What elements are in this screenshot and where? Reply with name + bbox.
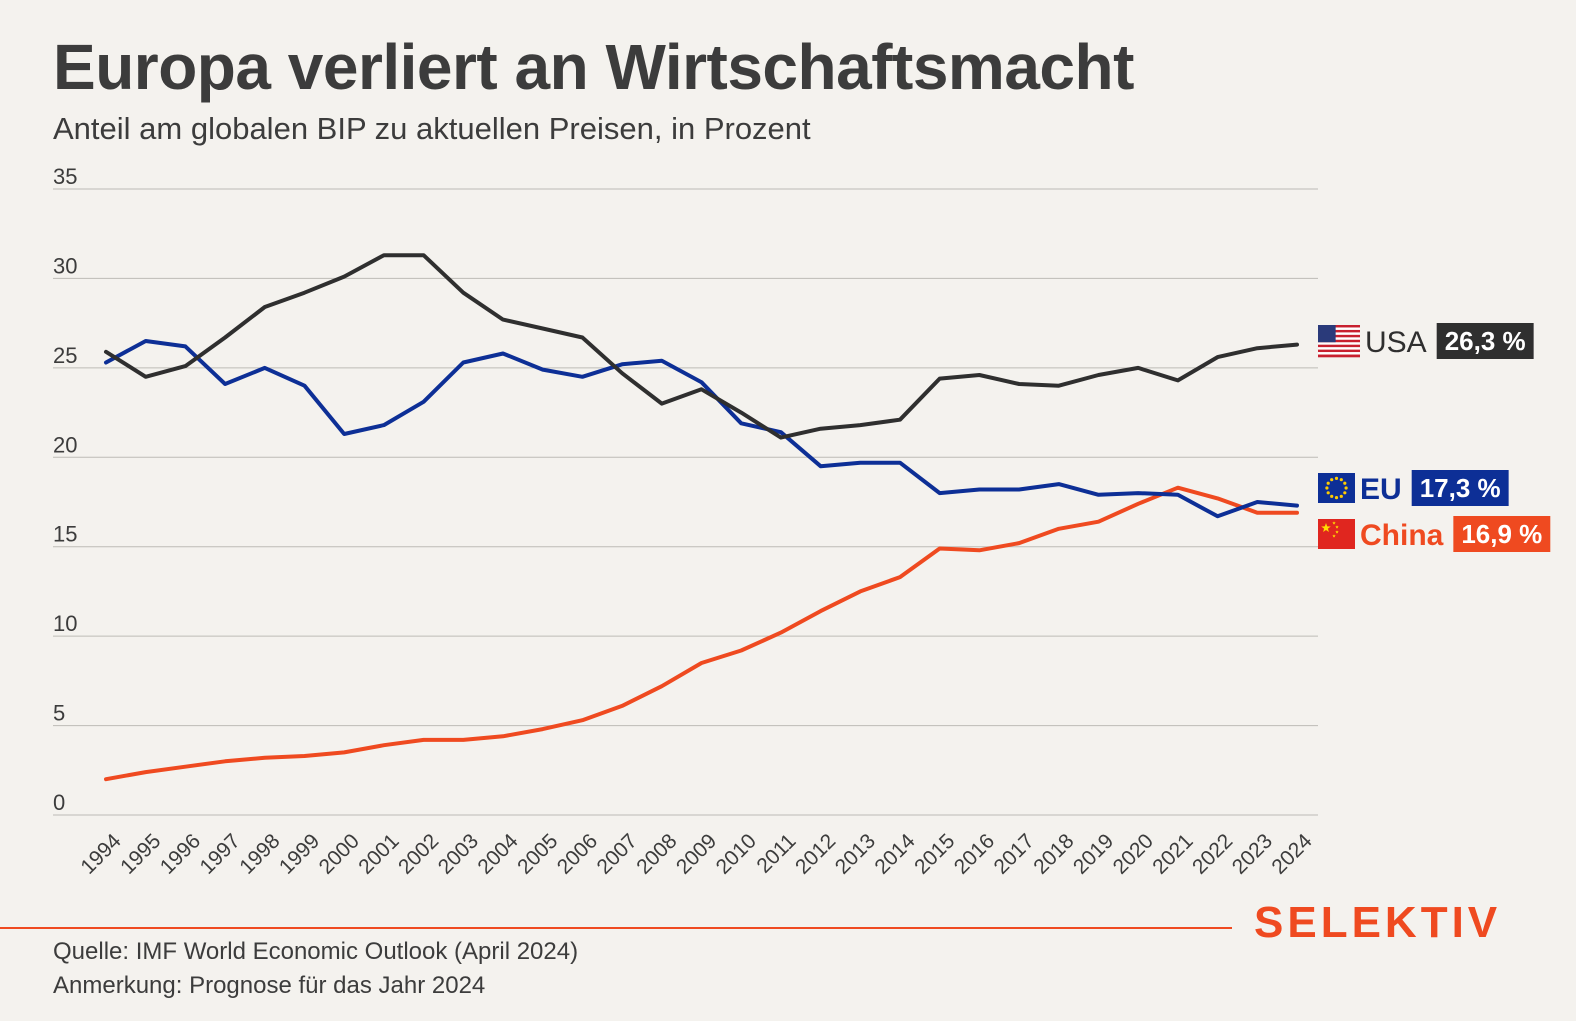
flag-field bbox=[1318, 519, 1355, 549]
y-tick-label: 25 bbox=[53, 343, 77, 368]
flag-star bbox=[1334, 496, 1339, 500]
selektiv-logo: SELEKTIV bbox=[1254, 898, 1502, 947]
x-tick-label: 1994 bbox=[76, 829, 126, 879]
flag-star bbox=[1344, 486, 1348, 490]
y-tick-label: 15 bbox=[53, 522, 77, 547]
y-tick-label: 20 bbox=[53, 432, 77, 457]
value-badge bbox=[1436, 323, 1534, 359]
eu-flag-icon bbox=[1318, 473, 1355, 503]
x-tick-label: 2023 bbox=[1228, 829, 1277, 878]
flag-stripe bbox=[1318, 339, 1360, 343]
series-line-eu bbox=[104, 339, 1299, 519]
flag-star bbox=[1334, 476, 1339, 480]
series-value-china: 16,9 % bbox=[1461, 519, 1542, 549]
x-tick-label: 2006 bbox=[553, 829, 602, 878]
x-tick-label: 2024 bbox=[1267, 829, 1317, 879]
value-badge bbox=[1411, 470, 1509, 506]
x-tick-label: 2010 bbox=[712, 829, 761, 878]
x-tick-label: 2016 bbox=[950, 829, 999, 878]
x-tick-label: 2018 bbox=[1029, 829, 1078, 878]
flag-stripe bbox=[1318, 334, 1360, 338]
footnote: Anmerkung: Prognose für das Jahr 2024 bbox=[53, 972, 486, 999]
flag-star bbox=[1321, 523, 1331, 532]
x-tick-label: 2013 bbox=[831, 829, 880, 878]
x-tick-label: 2000 bbox=[315, 829, 364, 878]
x-tick-label: 2009 bbox=[672, 829, 721, 878]
x-tick-label: 2017 bbox=[990, 829, 1039, 878]
x-tick-label: 2011 bbox=[752, 829, 800, 877]
value-badge bbox=[1453, 516, 1551, 552]
flag-stripe bbox=[1318, 352, 1360, 355]
flag-star bbox=[1326, 481, 1330, 485]
y-tick-label: 5 bbox=[53, 701, 65, 726]
flag-star bbox=[1343, 491, 1347, 495]
x-tick-label: 2014 bbox=[870, 829, 920, 879]
x-axis-ticks: 1994199519961997199819992000200120022003… bbox=[76, 829, 1317, 879]
flag-stripe bbox=[1318, 344, 1360, 348]
flag-star bbox=[1339, 478, 1343, 482]
y-tick-label: 35 bbox=[53, 164, 77, 189]
flag-canton bbox=[1318, 325, 1336, 343]
y-tick-label: 30 bbox=[53, 253, 77, 278]
cn-flag-icon bbox=[1318, 519, 1355, 549]
x-tick-label: 2007 bbox=[593, 829, 642, 878]
x-tick-label: 2005 bbox=[513, 829, 562, 878]
us-flag-icon bbox=[1318, 325, 1360, 358]
x-tick-label: 2012 bbox=[791, 829, 840, 878]
flag-star bbox=[1332, 534, 1336, 538]
y-axis-ticks: 0 5 10 15 20 25 30 35 bbox=[53, 164, 77, 815]
footer-divider bbox=[0, 927, 1232, 929]
flag-star bbox=[1339, 494, 1343, 498]
series-end-labels: USA 26,3 % EU 17,3 % China 16,9 % bbox=[1318, 323, 1551, 552]
flag-stripe bbox=[1318, 327, 1360, 331]
x-tick-label: 1995 bbox=[116, 829, 165, 878]
x-tick-label: 1997 bbox=[196, 829, 245, 878]
flag-star bbox=[1335, 525, 1339, 529]
flag-star bbox=[1325, 486, 1329, 490]
flag-stripe bbox=[1318, 329, 1360, 333]
flag-stripe bbox=[1318, 349, 1360, 353]
x-tick-label: 2022 bbox=[1188, 829, 1237, 878]
flag-stripe bbox=[1318, 342, 1360, 345]
flag-star bbox=[1330, 478, 1334, 482]
flag-star bbox=[1343, 481, 1347, 485]
x-tick-label: 2015 bbox=[910, 829, 959, 878]
y-tick-label: 0 bbox=[53, 790, 65, 815]
source-note: Quelle: IMF World Economic Outlook (Apri… bbox=[53, 938, 579, 965]
x-tick-label: 1999 bbox=[275, 829, 324, 878]
series-value-usa: 26,3 % bbox=[1445, 326, 1526, 356]
flag-star bbox=[1330, 494, 1334, 498]
series-label-eu: EU bbox=[1360, 473, 1402, 506]
x-tick-label: 1996 bbox=[156, 829, 205, 878]
flag-star bbox=[1326, 491, 1330, 495]
x-tick-label: 2008 bbox=[632, 829, 681, 878]
series-line-usa bbox=[104, 253, 1299, 440]
flag-stripe bbox=[1318, 354, 1360, 358]
series-lines bbox=[104, 253, 1299, 782]
x-tick-label: 2004 bbox=[473, 829, 523, 879]
x-tick-label: 2001 bbox=[354, 829, 403, 878]
series-label-china: China bbox=[1360, 519, 1444, 552]
x-tick-label: 1998 bbox=[235, 829, 284, 878]
series-label-usa: USA bbox=[1365, 326, 1427, 359]
y-tick-label: 10 bbox=[53, 611, 77, 636]
flag-stripe bbox=[1318, 332, 1360, 336]
chart-title: Europa verliert an Wirtschaftsmacht bbox=[53, 31, 1134, 103]
flag-stripe bbox=[1318, 337, 1360, 341]
x-tick-label: 2002 bbox=[394, 829, 443, 878]
flag-stripe bbox=[1318, 325, 1360, 328]
grid bbox=[53, 188, 1318, 816]
x-tick-label: 2020 bbox=[1109, 829, 1158, 878]
series-value-eu: 17,3 % bbox=[1420, 473, 1501, 503]
x-tick-label: 2019 bbox=[1069, 829, 1118, 878]
flag-stripe bbox=[1318, 347, 1360, 350]
chart-subtitle: Anteil am globalen BIP zu aktuellen Prei… bbox=[53, 111, 811, 146]
flag-star bbox=[1335, 530, 1339, 534]
series-line-china bbox=[104, 485, 1299, 782]
flag-star bbox=[1332, 521, 1336, 525]
x-tick-label: 2021 bbox=[1148, 829, 1197, 878]
x-tick-label: 2003 bbox=[434, 829, 483, 878]
